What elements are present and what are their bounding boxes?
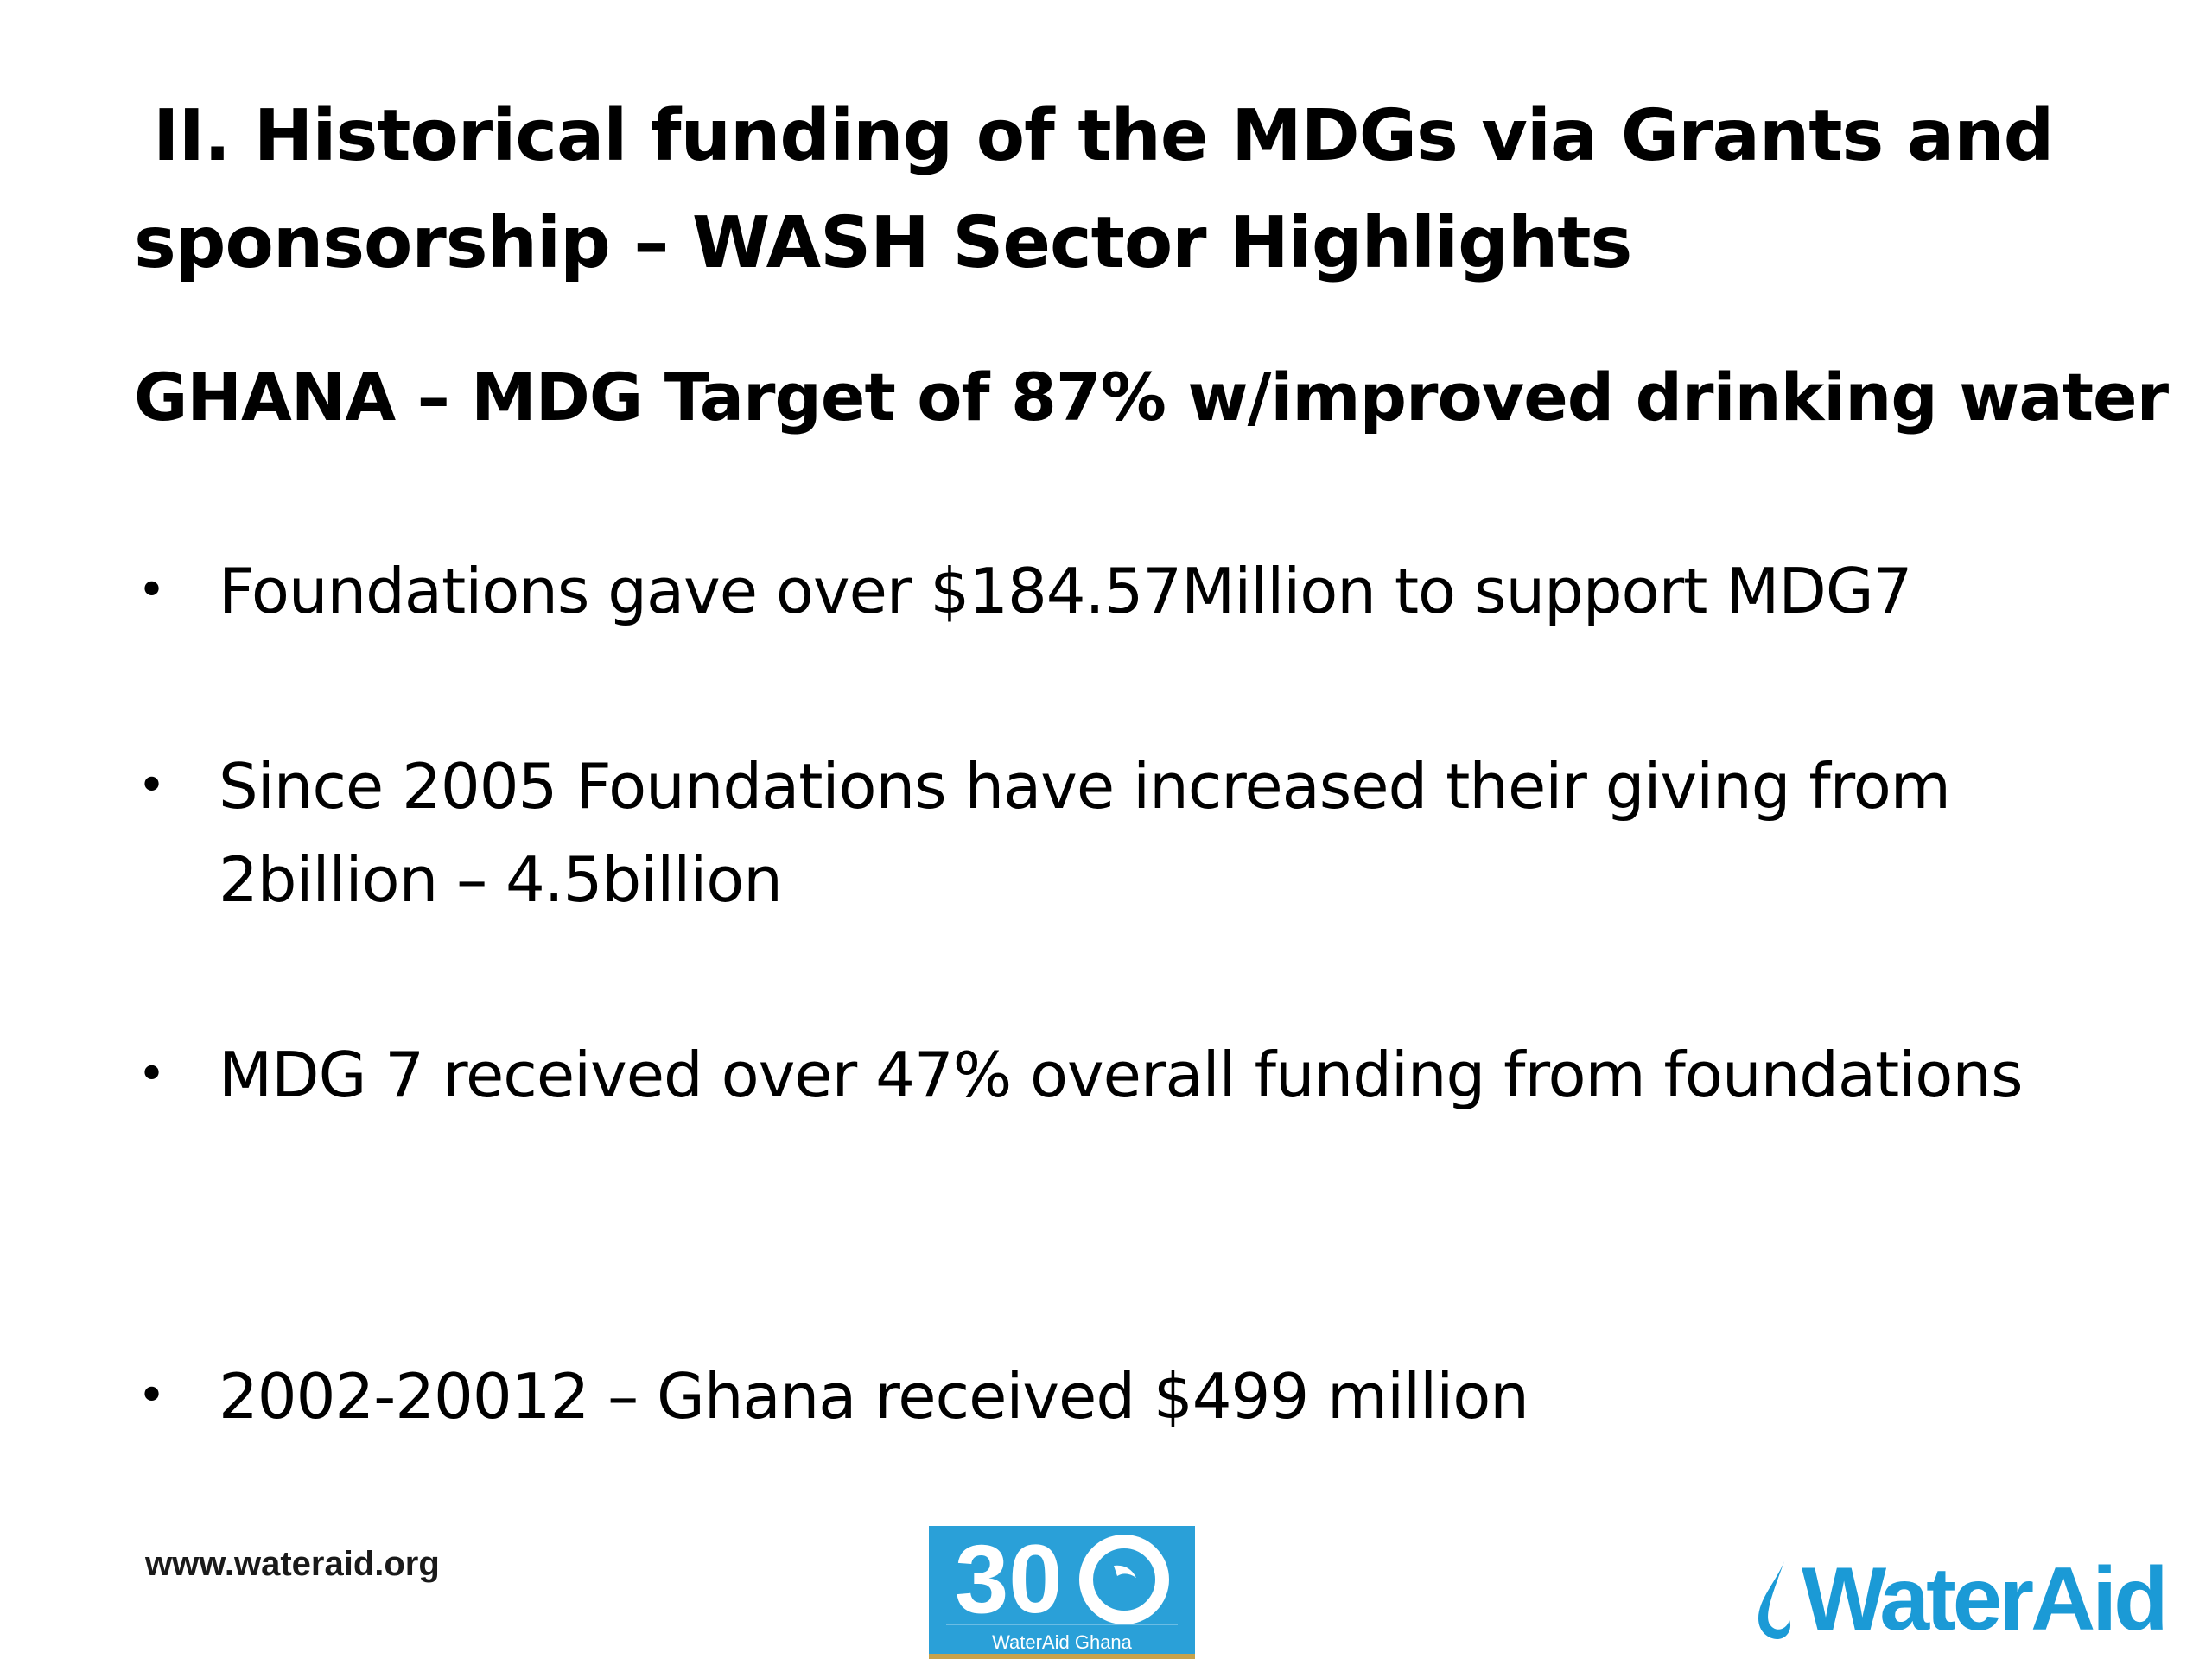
bullet-marker: • [137,563,166,619]
anniversary-strip [929,1654,1195,1659]
bullet-item: • MDG 7 received over 47% overall fundin… [134,1028,2121,1122]
bullet-marker: • [137,1046,166,1103]
slide-title-line-1: II. Historical funding of the MDGs via G… [153,95,2054,177]
footer-url: www.wateraid.org [145,1545,440,1583]
wateraid-logo: WaterAid [1750,1549,2169,1649]
anniversary-caption: WaterAid Ghana [992,1631,1132,1653]
anniversary-logo: 30 WaterAid Ghana [929,1526,1195,1659]
bullet-item: • Since 2005 Foundations have increased … [134,740,2121,926]
slide-title: II. Historical funding of the MDGs via G… [134,83,2121,297]
bullet-text: Foundations gave over $184.57Million to … [219,555,1912,627]
bullet-item: • 2002-20012 – Ghana received $499 milli… [134,1350,2121,1443]
bullet-marker: • [137,758,166,814]
bullet-item: • Foundations gave over $184.57Million t… [134,544,2121,638]
anniversary-number: 30 [955,1526,1063,1633]
bullet-text: Since 2005 Foundations have increased th… [219,750,1951,916]
bullet-marker: • [137,1368,166,1424]
wateraid-logo-text: WaterAid [1802,1549,2169,1649]
bullet-text: 2002-20012 – Ghana received $499 million [219,1360,1529,1433]
slide-title-line-2: sponsorship – WASH Sector Highlights [134,202,1632,284]
water-drop-icon [1758,1561,1791,1639]
slide-subtitle: GHANA – MDG Target of 87% w/improved dri… [134,359,2169,435]
anniversary-emblem-icon: 30 [946,1526,1178,1633]
bullet-text: MDG 7 received over 47% overall funding … [219,1039,2023,1111]
